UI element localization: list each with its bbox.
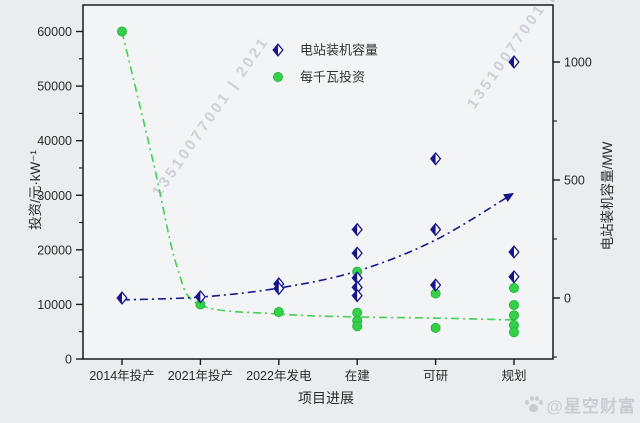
x-tick-label: 可研 <box>423 369 448 383</box>
plot-frame <box>82 4 554 360</box>
y-left-tick-label: 10000 <box>37 298 72 312</box>
legend-marker-capacity <box>272 43 284 57</box>
investment-point <box>117 26 128 37</box>
x-tick-label: 规划 <box>501 368 526 383</box>
investment-point <box>508 299 519 310</box>
capacity-point <box>508 245 520 259</box>
diamond-left-half <box>352 272 358 284</box>
capacity-point <box>351 271 363 285</box>
investment-point <box>273 307 284 318</box>
capacity-point <box>429 222 442 237</box>
y-left-tick-label: 50000 <box>37 80 72 94</box>
y-left-tick-label: 0 <box>65 353 72 367</box>
capacity-point <box>273 281 285 296</box>
trend-line-investment <box>121 31 515 321</box>
investment-point <box>508 283 519 294</box>
y-left-axis-title: 投资/元·kW⁻¹ <box>28 150 43 230</box>
capacity-point <box>194 290 207 304</box>
diamond-left-half <box>509 56 514 68</box>
trend-arrowhead <box>503 192 514 202</box>
investment-point <box>508 327 519 338</box>
capacity-point <box>116 291 128 305</box>
investment-point <box>508 310 519 321</box>
brand-watermark-text: @星空财富 <box>546 397 636 416</box>
x-axis-title: 项目进展 <box>298 390 354 406</box>
capacity-point <box>351 246 363 260</box>
x-tick-label: 2014年投产 <box>89 368 154 383</box>
capacity-point <box>429 151 442 166</box>
y-left-tick-label: 60000 <box>37 25 72 39</box>
capacity-point <box>508 55 520 69</box>
diamond-left-half <box>430 152 436 165</box>
y-right-tick-label: 0 <box>564 292 571 306</box>
capacity-point <box>351 222 363 237</box>
paw-icon <box>524 395 544 415</box>
plot-area <box>83 5 553 359</box>
diamond-left-half <box>117 292 122 304</box>
x-tick-label: 在建 <box>345 369 371 383</box>
diamond-left-half <box>430 279 436 291</box>
diamond-left-half <box>509 246 514 258</box>
y-left-tick-label: 40000 <box>37 134 72 148</box>
capacity-point <box>508 269 520 284</box>
diamond-left-half <box>273 44 278 56</box>
legend-label: 电站装机容量 <box>300 43 378 58</box>
y-left-tick-label: 20000 <box>37 243 72 257</box>
capacity-point <box>351 288 363 303</box>
y-right-tick-label: 500 <box>564 174 585 188</box>
investment-point <box>430 322 441 333</box>
legend-label: 每千瓦投资 <box>300 70 365 85</box>
diamond-left-half <box>509 270 514 283</box>
x-tick-label: 2022年发电 <box>246 368 312 383</box>
y-left-tick-label: 30000 <box>37 189 72 203</box>
diamond-left-half <box>274 282 279 295</box>
diamond-left-half <box>352 247 358 259</box>
legend-marker-investment <box>272 72 283 83</box>
capacity-point <box>429 278 442 292</box>
diamond-left-half <box>352 289 358 302</box>
diamond-left-half <box>430 223 436 236</box>
x-tick-label: 2021年投产 <box>168 368 233 383</box>
diamond-left-half <box>352 223 358 236</box>
investment-point <box>352 321 363 332</box>
y-right-axis-title: 电站装机容量/MW <box>599 141 615 250</box>
brand-watermark: @星空财富 <box>524 392 636 417</box>
y-right-tick-label: 1000 <box>564 56 592 70</box>
diamond-left-half <box>195 291 201 303</box>
